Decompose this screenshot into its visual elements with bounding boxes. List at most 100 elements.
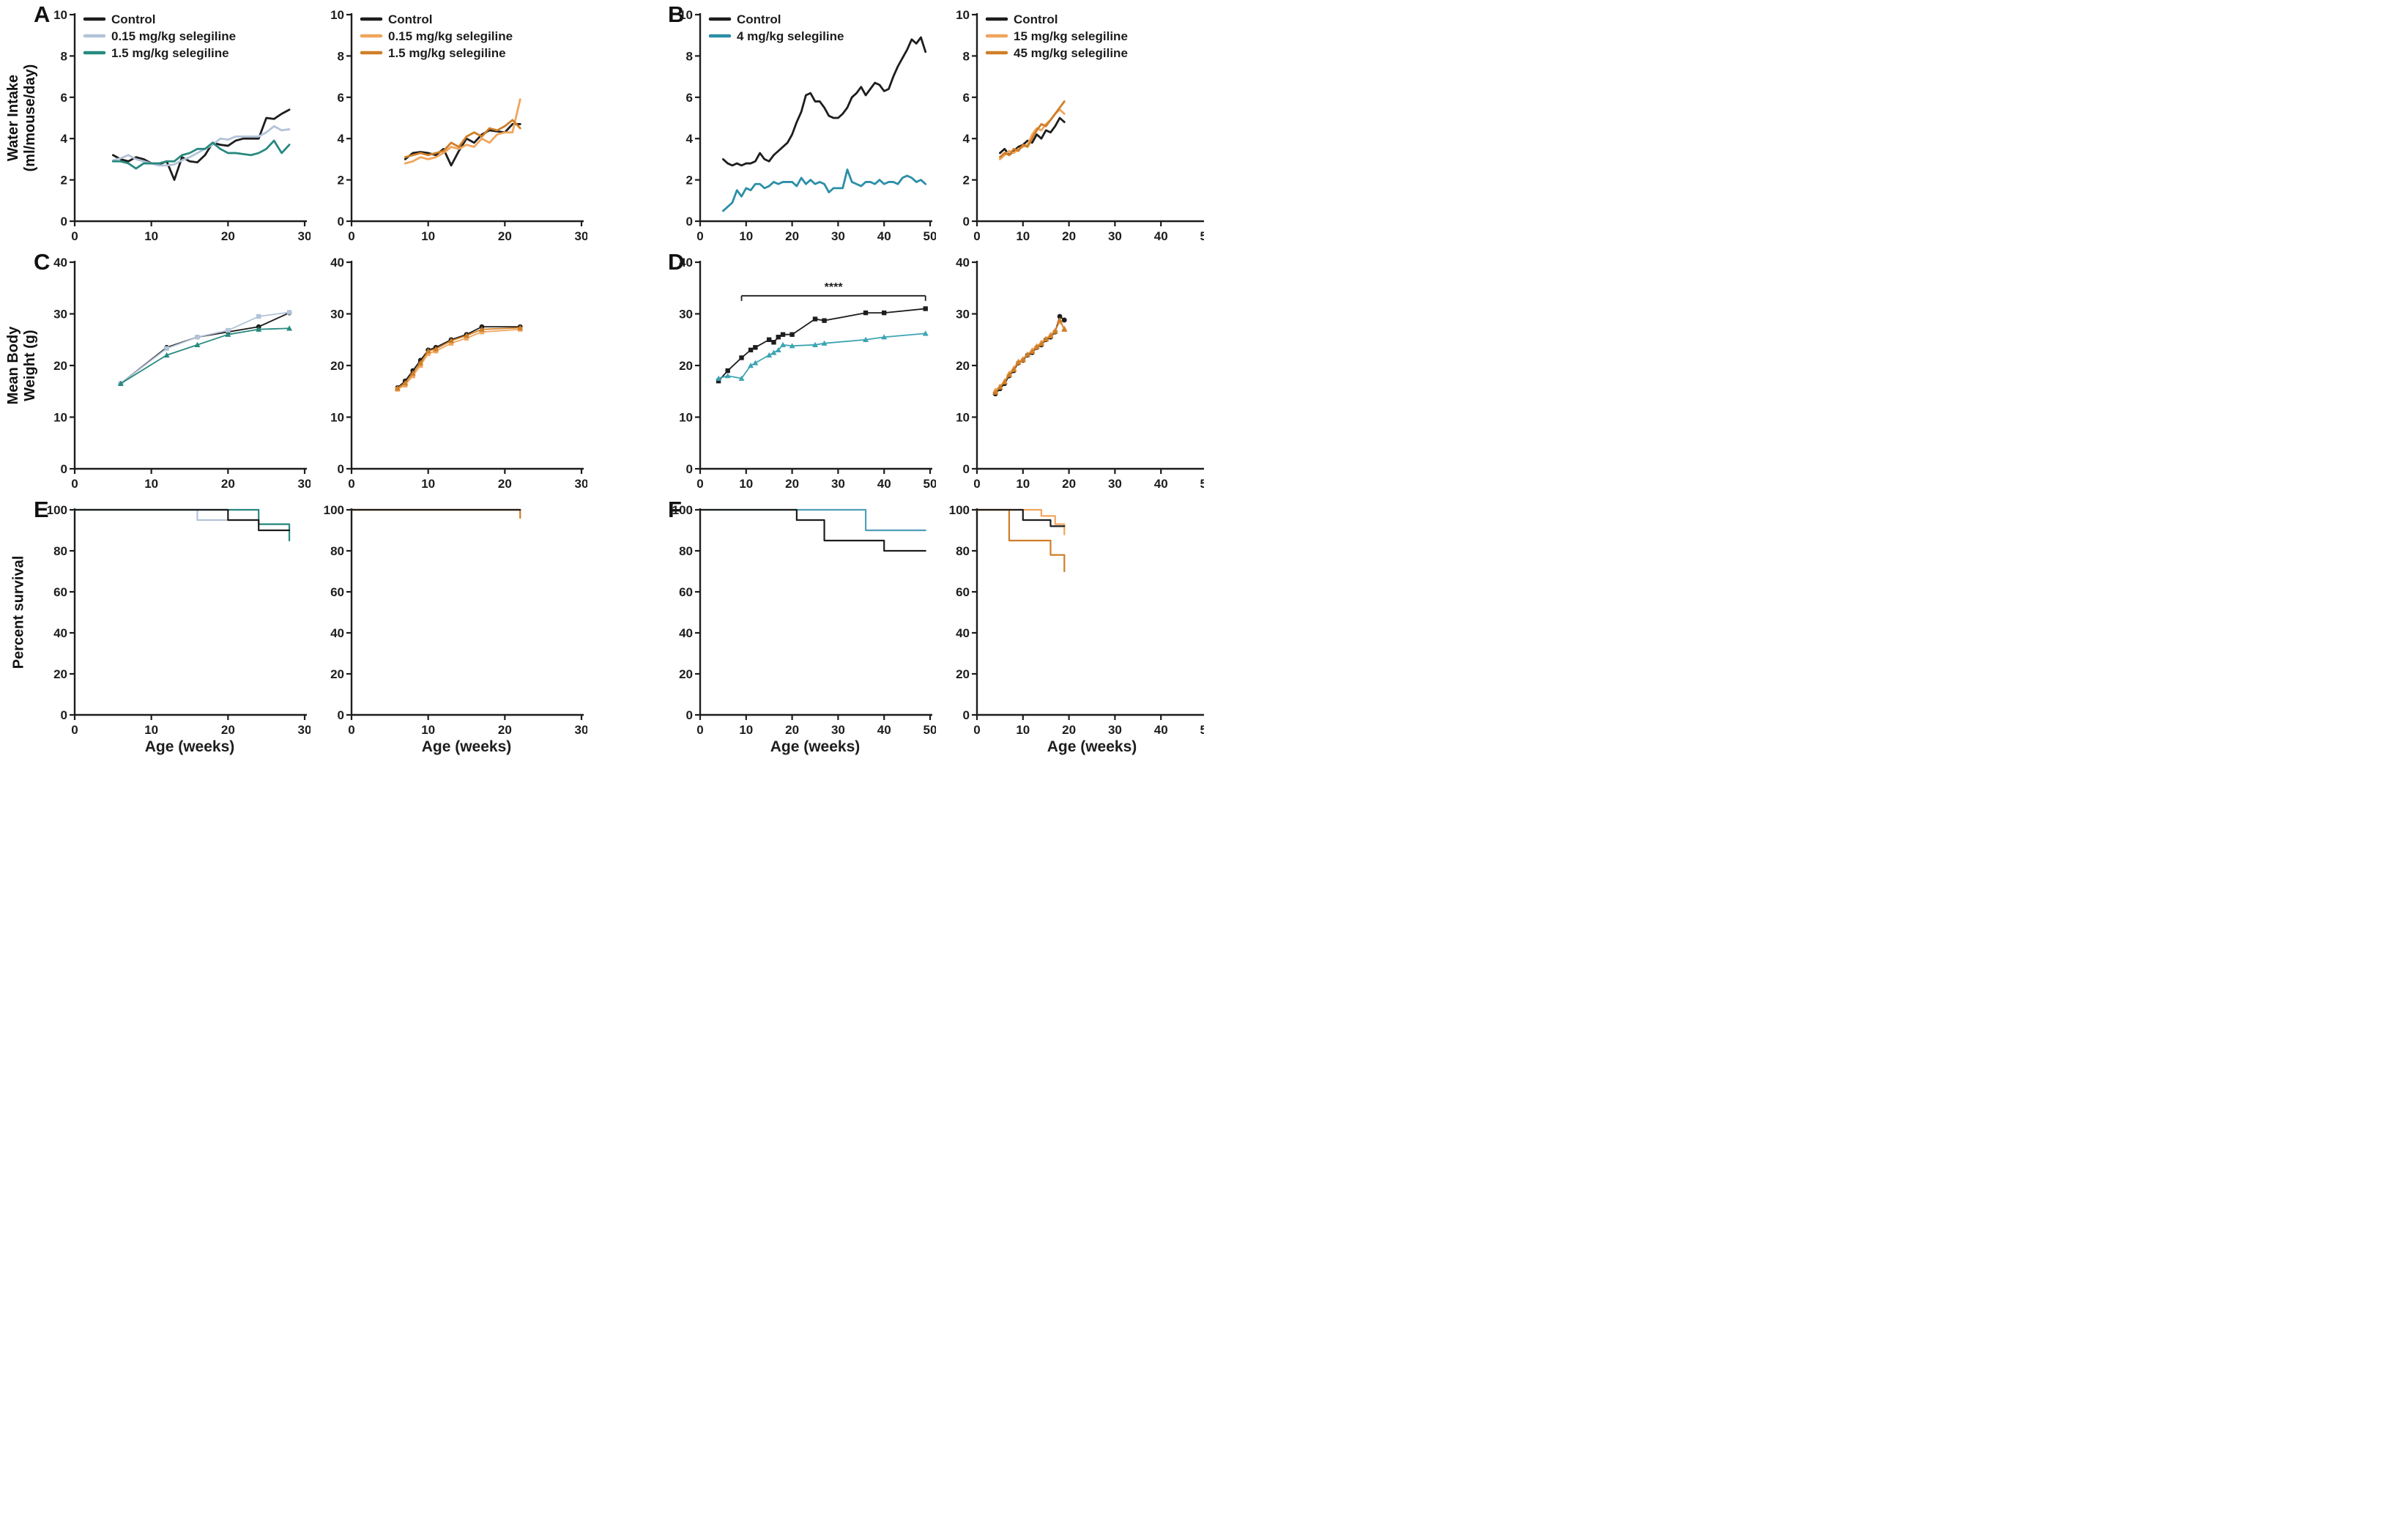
panel-label-b: B	[668, 1, 685, 27]
water-intake-chart-a2: 0 2 4 6 8 10 0 10 20 30 Control 0.15 mg/kg selegili…	[315, 4, 587, 243]
svg-text:Age (weeks): Age (weeks)	[422, 738, 512, 755]
svg-text:Control: Control	[388, 12, 432, 26]
svg-text:20: 20	[330, 667, 344, 681]
svg-text:20: 20	[679, 667, 693, 681]
svg-text:Age (weeks): Age (weeks)	[145, 738, 235, 755]
svg-text:20: 20	[498, 477, 512, 491]
svg-text:0: 0	[338, 215, 344, 229]
body-weight-chart-d1: 0 10 20 30 40 0 10 20 30 40 50 ****	[664, 252, 936, 491]
svg-text:4 mg/kg selegiline: 4 mg/kg selegiline	[737, 29, 844, 43]
svg-text:0: 0	[686, 462, 693, 476]
svg-text:Age (weeks): Age (weeks)	[1047, 738, 1137, 755]
svg-text:50: 50	[1200, 723, 1204, 737]
svg-text:20: 20	[221, 229, 235, 243]
svg-text:6: 6	[963, 91, 970, 105]
y-axis-label-body-weight-line2: Weight (g)	[22, 330, 38, 401]
y-axis-label-water-intake-line1: Water Intake	[5, 74, 21, 162]
svg-text:2: 2	[686, 174, 693, 188]
svg-text:40: 40	[679, 626, 693, 640]
survival-chart-f2-svg: 0 20 40 60 80 100 0 10 20 30 40 50 Age (weeks)	[949, 503, 1204, 755]
svg-text:0: 0	[348, 477, 354, 491]
svg-text:10: 10	[421, 723, 435, 737]
body-weight-chart-d1-svg: 0 10 20 30 40 0 10 20 30 40 50 ****	[679, 256, 936, 491]
svg-text:0: 0	[61, 462, 67, 476]
svg-text:40: 40	[956, 626, 970, 640]
svg-text:4: 4	[963, 132, 970, 146]
svg-text:0: 0	[71, 229, 78, 243]
svg-text:40: 40	[1154, 723, 1168, 737]
svg-text:15 mg/kg selegiline: 15 mg/kg selegiline	[1014, 29, 1128, 43]
water-intake-chart-b2-svg: 0 2 4 6 8 10 0 10 20 30 40 50 Control 15 mg/kg selegi…	[956, 8, 1204, 243]
svg-text:40: 40	[53, 256, 67, 270]
svg-text:10: 10	[956, 411, 970, 425]
survival-chart-f1-svg: 0 20 40 60 80 100 0 10 20 30 40 50 Age (weeks)	[672, 503, 936, 755]
svg-text:20: 20	[221, 477, 235, 491]
svg-text:60: 60	[53, 585, 67, 599]
svg-text:40: 40	[956, 256, 970, 270]
svg-text:0: 0	[348, 229, 354, 243]
svg-text:0: 0	[973, 477, 980, 491]
svg-text:10: 10	[679, 411, 693, 425]
svg-text:30: 30	[831, 723, 845, 737]
panel-label-e: E	[34, 497, 49, 522]
svg-text:0: 0	[71, 477, 78, 491]
svg-text:0: 0	[696, 477, 703, 491]
svg-text:10: 10	[956, 8, 970, 22]
svg-text:20: 20	[330, 359, 344, 373]
svg-text:20: 20	[785, 477, 799, 491]
body-weight-chart-c1: 0 10 20 30 40 0 10 20 30	[38, 252, 311, 491]
svg-text:0: 0	[348, 723, 354, 737]
svg-text:30: 30	[831, 229, 845, 243]
water-intake-chart-a1-svg: 0 2 4 6 8 10 0 10 20 30 Control 0.15 mg/kg selegili…	[53, 8, 311, 243]
survival-chart-f2: 0 20 40 60 80 100 0 10 20 30 40 50 Age (weeks)	[940, 500, 1204, 760]
svg-text:100: 100	[324, 503, 344, 517]
svg-text:40: 40	[330, 626, 344, 640]
svg-text:60: 60	[679, 585, 693, 599]
svg-text:Control: Control	[737, 12, 781, 26]
svg-text:30: 30	[679, 308, 693, 322]
svg-text:20: 20	[1062, 477, 1076, 491]
svg-text:45 mg/kg selegiline: 45 mg/kg selegiline	[1014, 46, 1128, 60]
svg-text:****: ****	[825, 281, 844, 294]
svg-text:0: 0	[973, 229, 980, 243]
svg-text:20: 20	[53, 667, 67, 681]
svg-text:100: 100	[47, 503, 67, 517]
svg-text:10: 10	[53, 411, 67, 425]
svg-text:0.15 mg/kg selegiline: 0.15 mg/kg selegiline	[388, 29, 513, 43]
svg-text:8: 8	[963, 49, 970, 63]
svg-text:30: 30	[575, 477, 587, 491]
svg-text:10: 10	[330, 411, 344, 425]
body-weight-chart-d2: 0 10 20 30 40 0 10 20 30 40 50	[940, 252, 1204, 491]
survival-chart-e2-svg: 0 20 40 60 80 100 0 10 20 30 Age (weeks)	[324, 503, 587, 755]
panel-label-f: F	[668, 497, 682, 522]
svg-text:4: 4	[61, 132, 68, 146]
svg-text:30: 30	[831, 477, 845, 491]
svg-text:40: 40	[679, 256, 693, 270]
svg-text:30: 30	[575, 723, 587, 737]
svg-text:0: 0	[61, 708, 67, 722]
svg-text:20: 20	[679, 359, 693, 373]
panel-label-c: C	[34, 249, 51, 275]
survival-chart-e1-svg: 0 20 40 60 80 100 0 10 20 30 Age (weeks)	[47, 503, 311, 755]
svg-text:30: 30	[298, 477, 311, 491]
water-intake-chart-b1: 0 2 4 6 8 10 0 10 20 30 40 50 Control 4 mg/kg selegil…	[664, 4, 936, 243]
svg-text:10: 10	[1016, 229, 1030, 243]
svg-text:0: 0	[696, 723, 703, 737]
svg-text:100: 100	[672, 503, 693, 517]
svg-text:20: 20	[498, 723, 512, 737]
svg-text:0: 0	[963, 708, 970, 722]
svg-text:30: 30	[1108, 229, 1122, 243]
panel-label-d: D	[668, 249, 685, 275]
body-weight-chart-c1-svg: 0 10 20 30 40 0 10 20 30	[53, 256, 311, 491]
svg-text:0: 0	[963, 462, 970, 476]
svg-text:20: 20	[221, 723, 235, 737]
svg-text:20: 20	[53, 359, 67, 373]
svg-text:2: 2	[61, 174, 67, 188]
svg-text:10: 10	[1016, 723, 1030, 737]
svg-text:20: 20	[1062, 229, 1076, 243]
svg-text:0: 0	[338, 462, 344, 476]
svg-text:1.5 mg/kg selegiline: 1.5 mg/kg selegiline	[111, 46, 229, 60]
svg-text:8: 8	[61, 49, 67, 63]
svg-text:10: 10	[739, 723, 753, 737]
svg-text:8: 8	[686, 49, 693, 63]
